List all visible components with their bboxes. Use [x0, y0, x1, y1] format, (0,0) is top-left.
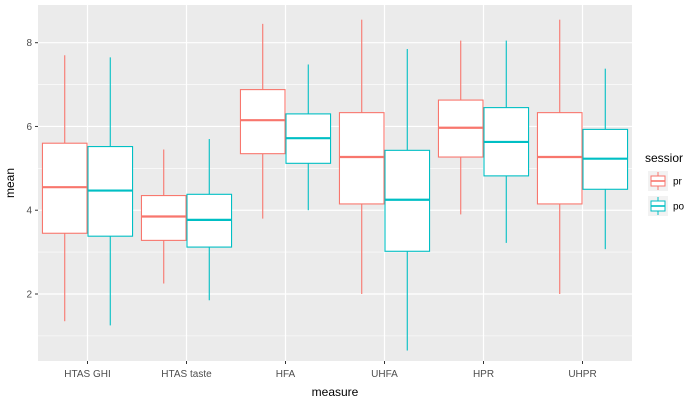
legend-label: pr [673, 177, 683, 188]
y-tick-label: 6 [26, 122, 32, 133]
plot-panel [38, 5, 632, 361]
box-po-htas-taste [186, 139, 233, 301]
box-pr-hpr [437, 40, 484, 215]
legend-label: po [673, 202, 685, 213]
x-tick-label: HPR [473, 369, 494, 380]
x-tick-label: HTAS taste [161, 369, 212, 380]
legend-key-pr: pr [648, 171, 683, 191]
box-po-uhpr [582, 68, 629, 250]
x-tick-label: UHFA [371, 369, 398, 380]
box-po-uhfa [384, 48, 431, 351]
grid-minor [38, 84, 632, 337]
box-po-htas-ghi [87, 57, 134, 326]
legend-keys: pr po [648, 171, 685, 216]
y-axis-ticks: 2 4 6 8 [26, 38, 38, 300]
legend: sessior pr po [645, 151, 685, 216]
box-body [239, 89, 286, 155]
box-po-hpr [483, 40, 530, 243]
box-body [338, 112, 385, 205]
legend-key-po: po [648, 196, 685, 216]
box-pr-htas-taste [140, 149, 187, 284]
box-body [536, 112, 583, 205]
box-pr-uhpr [536, 19, 583, 294]
x-tick-label: HTAS GHI [64, 369, 110, 380]
legend-title: sessior [645, 151, 683, 165]
y-axis-title: mean [3, 168, 17, 198]
x-tick-label: HFA [276, 369, 296, 380]
box-body [140, 195, 187, 241]
box-pr-htas-ghi [41, 55, 88, 322]
box-layer [41, 19, 629, 351]
x-axis-ticks: HTAS GHI HTAS taste HFA UHFA HPR UHPR [64, 361, 597, 380]
box-pr-uhfa [338, 19, 385, 294]
x-tick-label: UHPR [568, 369, 596, 380]
y-tick-label: 4 [26, 206, 32, 217]
y-tick-label: 8 [26, 38, 32, 49]
box-po-hfa [285, 64, 332, 211]
box-pr-hfa [239, 23, 286, 219]
y-tick-label: 2 [26, 289, 32, 300]
x-axis-title: measure [312, 385, 359, 399]
